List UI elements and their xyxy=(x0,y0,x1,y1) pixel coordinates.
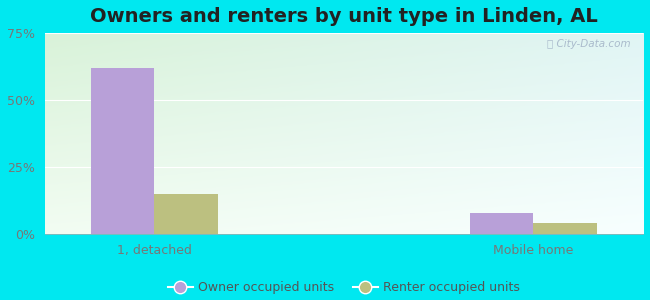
Legend: Owner occupied units, Renter occupied units: Owner occupied units, Renter occupied un… xyxy=(163,276,525,299)
Text: ⓘ City-Data.com: ⓘ City-Data.com xyxy=(547,39,631,49)
Bar xyxy=(469,213,534,234)
Bar xyxy=(90,68,154,234)
Bar xyxy=(154,194,218,234)
Title: Owners and renters by unit type in Linden, AL: Owners and renters by unit type in Linde… xyxy=(90,7,598,26)
Bar xyxy=(534,223,597,234)
